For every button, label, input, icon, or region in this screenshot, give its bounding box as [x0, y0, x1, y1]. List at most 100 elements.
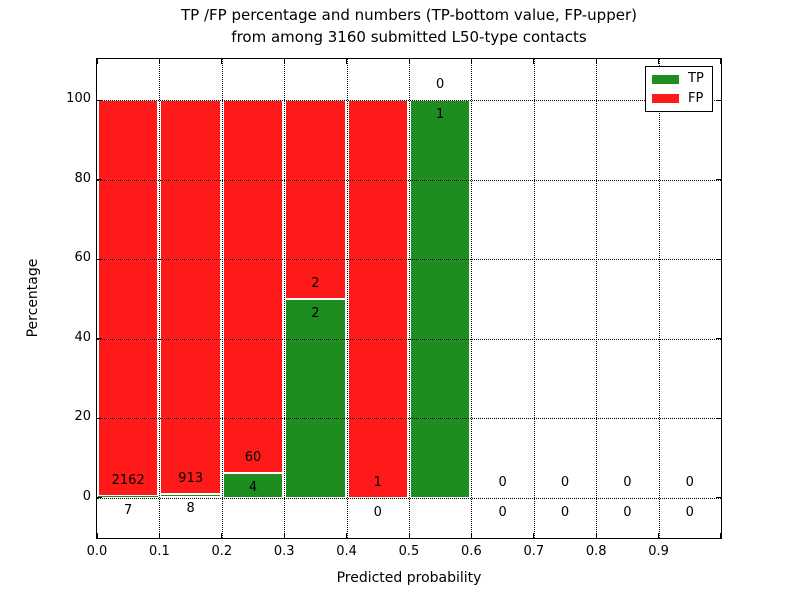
x-tick-label: 0.6 [461, 544, 482, 559]
tp-color-swatch [652, 74, 679, 84]
y-tick-label: 60 [74, 250, 91, 265]
legend-label-fp: FP [688, 90, 704, 106]
x-tick-label: 0.4 [336, 544, 357, 559]
fp-count-label: 2162 [111, 473, 145, 489]
x-tick-mark [658, 59, 660, 64]
v-gridline [221, 59, 223, 538]
fp-count-label: 0 [560, 474, 570, 490]
tp-count-label: 8 [186, 501, 195, 517]
y-tick-mark [97, 99, 102, 101]
v-gridline [346, 59, 348, 538]
x-tick-label: 0.8 [585, 544, 607, 559]
tp-count-label: 2 [311, 305, 320, 321]
fp-count-label: 0 [498, 474, 507, 490]
x-tick-mark [158, 533, 160, 538]
tp-count-label: 1 [436, 107, 445, 122]
fp-count-label: 60 [244, 449, 262, 465]
x-axis-label: Predicted probability [336, 570, 482, 586]
y-tick-mark [716, 417, 721, 419]
chart-title-line2: from among 3160 submitted L50-type conta… [231, 28, 587, 46]
y-tick-mark [716, 258, 721, 260]
x-tick-label: 0.2 [211, 544, 233, 559]
v-gridline [409, 59, 410, 538]
y-tick-mark [97, 417, 102, 419]
v-gridline [533, 59, 535, 538]
x-tick-mark [408, 59, 410, 64]
x-tick-mark [346, 533, 348, 538]
x-tick-mark [470, 533, 472, 538]
y-tick-label: 40 [74, 329, 91, 345]
y-tick-mark [97, 258, 102, 260]
legend-label-tp: TP [688, 71, 704, 87]
x-tick-mark [533, 59, 535, 64]
v-gridline [284, 59, 286, 538]
y-tick-label: 100 [66, 91, 91, 106]
fp-count-label: 0 [623, 474, 632, 490]
x-tick-label: 0.3 [273, 544, 295, 559]
v-gridline [658, 59, 660, 538]
tp-count-label: 0 [498, 504, 507, 520]
y-axis-label: Percentage [25, 258, 41, 338]
tp-count-label: 7 [124, 503, 133, 519]
x-tick-mark [221, 59, 223, 64]
y-tick-mark [716, 338, 721, 339]
x-tick-mark [158, 59, 160, 64]
tp-bar-segment [285, 298, 346, 498]
fp-bar-segment [160, 100, 221, 495]
legend-row-tp: TP [646, 72, 712, 86]
y-tick-mark [716, 99, 721, 101]
x-tick-mark [283, 533, 285, 538]
y-tick-label: 20 [74, 409, 91, 424]
x-tick-mark [720, 533, 721, 538]
x-tick-mark [595, 533, 597, 538]
v-gridline [471, 59, 473, 538]
tp-bar-segment [98, 496, 159, 498]
x-tick-mark [658, 533, 660, 538]
tp-bar-segment [160, 494, 221, 498]
x-tick-mark [221, 533, 223, 538]
tp-count-label: 4 [248, 479, 258, 495]
y-tick-label: 0 [82, 488, 91, 504]
chart-title-line1: TP /FP percentage and numbers (TP-bottom… [181, 6, 637, 24]
tp-count-label: 0 [685, 504, 694, 520]
x-tick-label: 0.9 [648, 544, 669, 559]
x-tick-mark [346, 59, 348, 64]
y-tick-mark [97, 179, 102, 180]
tp-count-label: 0 [373, 504, 382, 520]
x-tick-mark [595, 59, 597, 64]
fp-bar-segment [98, 100, 159, 497]
x-tick-mark [470, 59, 472, 64]
legend-row-fp: FP [646, 90, 712, 106]
y-tick-mark [97, 497, 102, 498]
fp-bar-segment [285, 100, 346, 299]
v-gridline [596, 59, 598, 538]
fp-count-label: 2 [311, 275, 320, 291]
x-tick-mark [97, 533, 98, 538]
plot-canvas: 2162 7 913 8 60 4 2 2 1 0 0 1 0 0 0 0 0 0 0 0 [97, 59, 721, 538]
fp-count-label: 0 [685, 474, 694, 490]
x-tick-mark [283, 59, 285, 64]
fp-bar-segment [347, 100, 408, 498]
x-tick-label: 0.1 [149, 544, 170, 559]
y-tick-label: 80 [74, 170, 91, 186]
x-tick-label: 0.0 [86, 544, 108, 559]
y-tick-mark [716, 179, 721, 180]
tp-count-label: 0 [623, 504, 632, 520]
fp-count-label: 1 [373, 474, 382, 490]
fp-bar-segment [222, 100, 284, 473]
plot-area: 2162 7 913 8 60 4 2 2 1 0 0 1 0 0 0 0 0 0 0 0 [96, 58, 722, 539]
y-tick-mark [716, 497, 721, 498]
fp-count-label: 0 [436, 77, 445, 92]
x-tick-mark [533, 533, 535, 538]
x-tick-mark [408, 533, 410, 538]
x-tick-mark [97, 59, 98, 64]
fp-color-swatch [652, 94, 679, 104]
x-tick-label: 0.7 [523, 544, 545, 559]
fp-count-label: 913 [178, 471, 203, 487]
x-tick-mark [720, 59, 721, 64]
tp-count-label: 0 [560, 504, 570, 520]
x-tick-label: 0.5 [398, 544, 420, 559]
v-gridline [159, 59, 161, 538]
tp-bar-segment [410, 100, 471, 498]
